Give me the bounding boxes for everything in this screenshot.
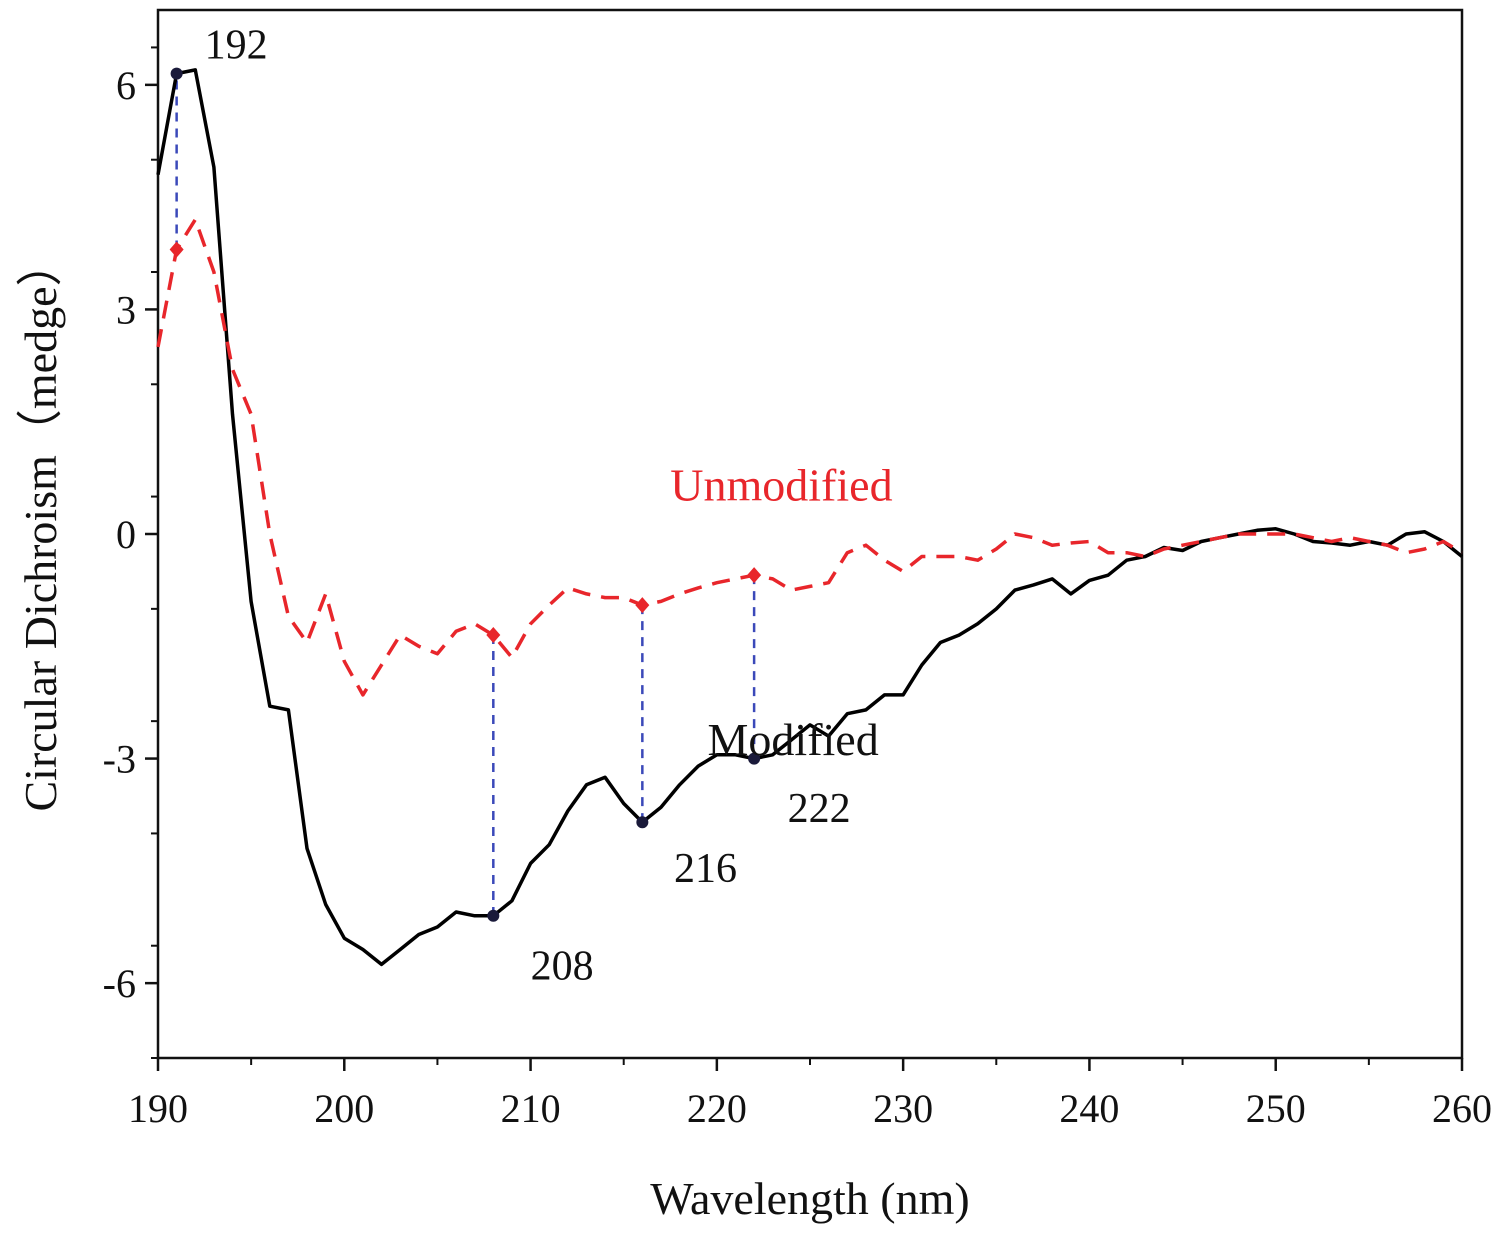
y-tick-label: 6 (116, 63, 136, 108)
modified-point-marker (748, 752, 761, 765)
axes (145, 8, 1464, 1071)
annotation-label: 208 (531, 943, 594, 989)
annotation-label: 192 (205, 23, 268, 69)
unmodified-point-marker (169, 241, 184, 258)
modified-point-marker (487, 909, 500, 922)
y-tick-label: 0 (116, 512, 136, 557)
x-tick-label: 210 (501, 1086, 561, 1131)
y-tick-label: 3 (116, 287, 136, 332)
x-tick-label: 190 (128, 1086, 188, 1131)
plot-frame (156, 8, 1464, 1060)
x-tick-label: 220 (687, 1086, 747, 1131)
chart-text: 190 200 210 220 230 240 250 260 -6 -3 0 3 6 Wavelengt… (15, 23, 1492, 1224)
y-tick-label: -6 (103, 961, 136, 1006)
y-axis-title: Circular Dichroism（medge） (15, 240, 66, 811)
y-tick-label: -3 (103, 737, 136, 782)
modified-point-marker (170, 67, 183, 80)
x-axis-title: Wavelength (nm) (650, 1173, 969, 1224)
x-tick-label: 260 (1432, 1086, 1492, 1131)
x-tick-label: 230 (873, 1086, 933, 1131)
series-line-unmodified (156, 217, 1463, 697)
x-tick-label: 250 (1246, 1086, 1306, 1131)
x-tick-label: 240 (1059, 1086, 1119, 1131)
annotation-label: 222 (788, 786, 851, 832)
annotation-markers (169, 67, 762, 922)
x-tick-label: 200 (314, 1086, 374, 1131)
unmodified-point-marker (635, 597, 650, 614)
series-layer (156, 68, 1464, 967)
series-label-modified: Modified (708, 714, 879, 765)
series-label-unmodified: Unmodified (670, 459, 892, 510)
unmodified-point-marker (747, 567, 762, 584)
unmodified-point-marker (486, 627, 501, 644)
modified-point-marker (636, 816, 649, 829)
annotation-label: 216 (674, 846, 737, 892)
annotation-guides (175, 73, 756, 916)
